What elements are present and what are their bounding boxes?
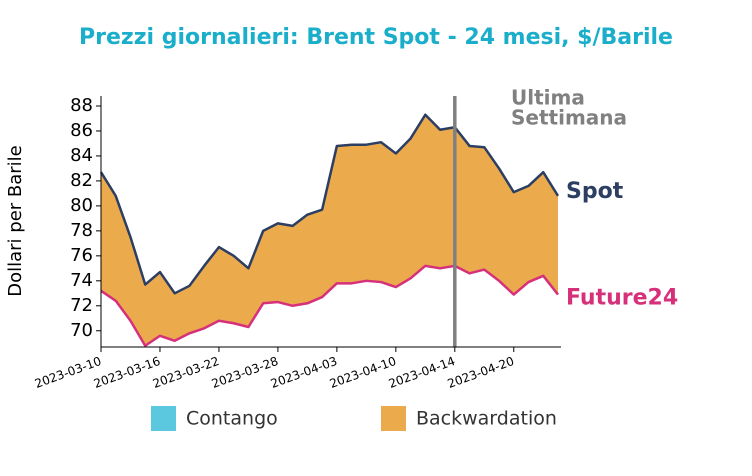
- y-tick-label: 78: [70, 220, 93, 241]
- y-tick-label: 80: [70, 195, 93, 216]
- line-1: [100, 264, 559, 348]
- y-tick-label: 88: [70, 95, 93, 116]
- x-tick-label: 2023-03-10: [33, 354, 103, 391]
- spread-area: [101, 114, 558, 346]
- line-0: [99, 113, 560, 295]
- x-tick-label: 2023-03-16: [92, 354, 162, 391]
- legend-label: Backwardation: [416, 408, 557, 430]
- y-tick-label: 84: [70, 145, 93, 166]
- y-axis-label: Dollari per Barile: [5, 145, 26, 297]
- x-tick-label: 2023-03-28: [210, 354, 280, 391]
- series-label: Spot: [566, 179, 624, 204]
- x-tick-label: 2023-03-22: [151, 354, 221, 391]
- annotation-text: Ultima: [511, 86, 585, 110]
- legend-swatch: [381, 406, 406, 431]
- y-tick-label: 70: [70, 320, 93, 341]
- legend-swatch: [151, 406, 176, 431]
- series-label: Future24: [566, 286, 678, 311]
- y-tick-label: 86: [70, 120, 93, 141]
- x-tick-label: 2023-04-10: [328, 354, 398, 391]
- chart-title: Prezzi giornalieri: Brent Spot - 24 mesi…: [79, 25, 673, 50]
- y-tick-label: 72: [70, 295, 93, 316]
- y-tick-label: 74: [70, 270, 93, 291]
- legend-label: Contango: [186, 408, 278, 430]
- y-tick-label: 76: [70, 245, 93, 266]
- y-tick-label: 82: [70, 170, 93, 191]
- x-tick-label: 2023-04-03: [269, 354, 339, 391]
- x-tick-label: 2023-04-20: [446, 354, 516, 391]
- x-tick-label: 2023-04-14: [387, 354, 457, 391]
- annotation-text: Settimana: [511, 106, 627, 130]
